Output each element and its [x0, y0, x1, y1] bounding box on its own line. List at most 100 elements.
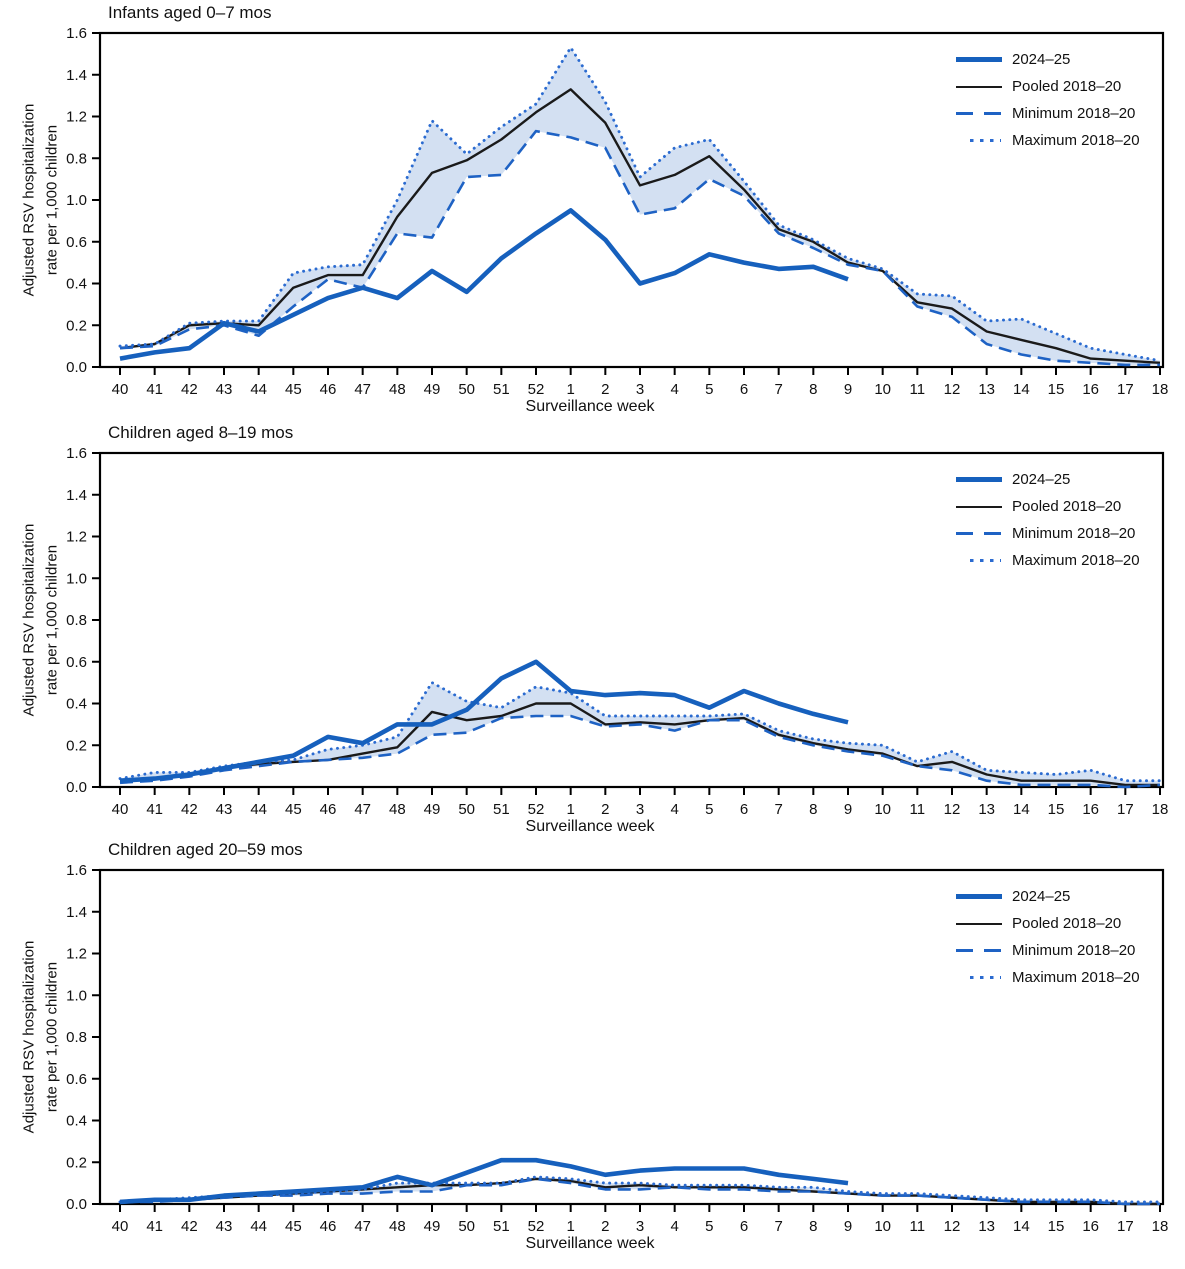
legend-swatch-minimum [956, 948, 1002, 954]
legend-item-pooled: Pooled 2018–20 [956, 910, 1140, 937]
y-axis-title-line1: Adjusted RSV hospitalization [20, 103, 37, 297]
y-tick-label: 0.4 [66, 696, 87, 713]
y-tick-label: 0.2 [66, 317, 87, 334]
x-axis-title: Surveillance week [525, 818, 655, 835]
legend-item-2024-25: 2024–25 [956, 883, 1140, 910]
panel-children-20-59-mos: 1.6 1.4 1.2 1.0 0.8 0.6 0.4 0.2 0.0 40 41 42 43 44 45 4… [0, 837, 1185, 1269]
x-tick-label: 13 [978, 381, 995, 398]
x-tick-label: 3 [636, 1218, 644, 1235]
x-tick-label: 17 [1117, 381, 1134, 398]
y-tick-label: 0.8 [66, 1029, 87, 1046]
x-tick-label: 17 [1117, 1218, 1134, 1235]
legend-label: Maximum 2018–20 [1012, 969, 1140, 986]
plot-area-infants-0-7-mos: 1.61.41.20.81.00.60.40.20.040 41 42 43 44 45 4… [66, 25, 1168, 398]
y-tick-label: 1.6 [66, 25, 87, 42]
x-tick-label: 48 [389, 1218, 406, 1235]
x-tick-label: 47 [354, 381, 371, 398]
x-tick-label: 49 [424, 381, 441, 398]
x-tick-label: 10 [874, 1218, 891, 1235]
x-tick-label: 5 [705, 381, 713, 398]
x-tick-label: 7 [774, 801, 782, 818]
x-tick-label: 44 [250, 1218, 267, 1235]
legend-item-minimum: Minimum 2018–20 [956, 520, 1140, 547]
y-tick-label: 1.0 [66, 987, 87, 1004]
x-tick-label: 45 [285, 381, 302, 398]
x-tick-label: 6 [740, 1218, 748, 1235]
x-tick-label: 1 [566, 1218, 574, 1235]
x-tick-label: 11 [910, 381, 926, 398]
x-tick-label: 8 [809, 801, 817, 818]
x-tick-label: 42 [181, 801, 198, 818]
x-tick-label: 46 [320, 381, 337, 398]
x-tick-label: 11 [910, 1218, 926, 1235]
legend-swatch-2024-25 [956, 477, 1002, 483]
legend-item-pooled: Pooled 2018–20 [956, 493, 1140, 520]
x-tick-label: 52 [528, 1218, 545, 1235]
x-tick-label: 40 [112, 801, 129, 818]
x-tick-label: 12 [944, 381, 961, 398]
series-line-minimum-2018-20 [119, 714, 1161, 789]
x-tick-label: 46 [320, 1218, 337, 1235]
x-tick-label: 16 [1082, 381, 1099, 398]
legend-label: Pooled 2018–20 [1012, 498, 1122, 515]
x-tick-label: 52 [528, 801, 545, 818]
x-tick-label: 45 [285, 1218, 302, 1235]
plot-frame [98, 868, 1165, 1206]
series-line-2024-25 [119, 208, 849, 361]
x-tick-label: 17 [1117, 801, 1134, 818]
x-tick-label: 52 [528, 381, 545, 398]
x-tick-label: 51 [493, 381, 510, 398]
y-tick-label: 0.0 [66, 1196, 87, 1213]
x-tick-label: 2 [601, 381, 609, 398]
x-tick-label: 18 [1152, 1218, 1169, 1235]
x-tick-label: 50 [458, 801, 475, 818]
x-tick-label: 41 [146, 801, 163, 818]
legend-swatch-pooled [956, 504, 1002, 510]
x-tick-label: 12 [944, 1218, 961, 1235]
series-line-maximum-2018-20 [118, 681, 1162, 783]
x-tick-label: 3 [636, 381, 644, 398]
x-tick-label: 8 [809, 1218, 817, 1235]
x-tick-label: 45 [285, 801, 302, 818]
y-tick-label: 0.4 [66, 1113, 87, 1130]
x-tick-label: 8 [809, 381, 817, 398]
legend-item-maximum: Maximum 2018–20 [956, 964, 1140, 991]
x-tick-label: 14 [1013, 1218, 1030, 1235]
y-axis-title-line2: rate per 1,000 children [43, 544, 60, 696]
legend-label: Pooled 2018–20 [1012, 915, 1122, 932]
x-axis-title: Surveillance week [525, 1235, 655, 1252]
x-tick-label: 51 [493, 1218, 510, 1235]
x-tick-label: 46 [320, 801, 337, 818]
x-tick-label: 16 [1082, 1218, 1099, 1235]
panel-children-8-19-mos: 1.6 1.4 1.2 1.0 0.8 0.6 0.4 0.2 0.0 40 41 42 43 44 45 4… [0, 420, 1185, 837]
x-axis-title: Surveillance week [525, 398, 655, 415]
x-tick-label: 3 [636, 801, 644, 818]
series-line-minimum-2018-20 [119, 129, 1160, 367]
x-tick-label: 4 [670, 801, 678, 818]
x-tick-label: 14 [1013, 381, 1030, 398]
x-tick-label: 7 [774, 381, 782, 398]
legend-swatch-maximum [956, 138, 1002, 144]
chart-title: Infants aged 0–7 mos [108, 3, 272, 22]
x-tick-label: 50 [458, 381, 475, 398]
x-tick-label: 40 [112, 1218, 129, 1235]
legend-swatch-pooled [956, 84, 1002, 90]
x-tick-label: 18 [1152, 801, 1169, 818]
y-tick-label: 0.0 [66, 359, 87, 376]
x-tick-label: 9 [844, 1218, 852, 1235]
x-tick-label: 16 [1082, 801, 1099, 818]
x-tick-label: 50 [458, 1218, 475, 1235]
x-tick-label: 48 [389, 801, 406, 818]
legend-swatch-2024-25 [956, 894, 1002, 900]
x-tick-label: 49 [424, 801, 441, 818]
plot-area-children-8-19-mos: 1.61.41.21.00.80.60.40.20.040 41 42 43 44 45 4… [66, 445, 1169, 818]
series-line-pooled-2018-20 [119, 88, 1161, 364]
x-tick-label: 49 [424, 1218, 441, 1235]
x-tick-label: 6 [740, 381, 748, 398]
x-tick-label: 48 [389, 381, 406, 398]
legend-swatch-maximum [956, 975, 1002, 981]
y-tick-label: 0.2 [66, 737, 87, 754]
y-tick-label: 1.2 [66, 946, 87, 963]
legend-label: 2024–25 [1012, 471, 1071, 488]
